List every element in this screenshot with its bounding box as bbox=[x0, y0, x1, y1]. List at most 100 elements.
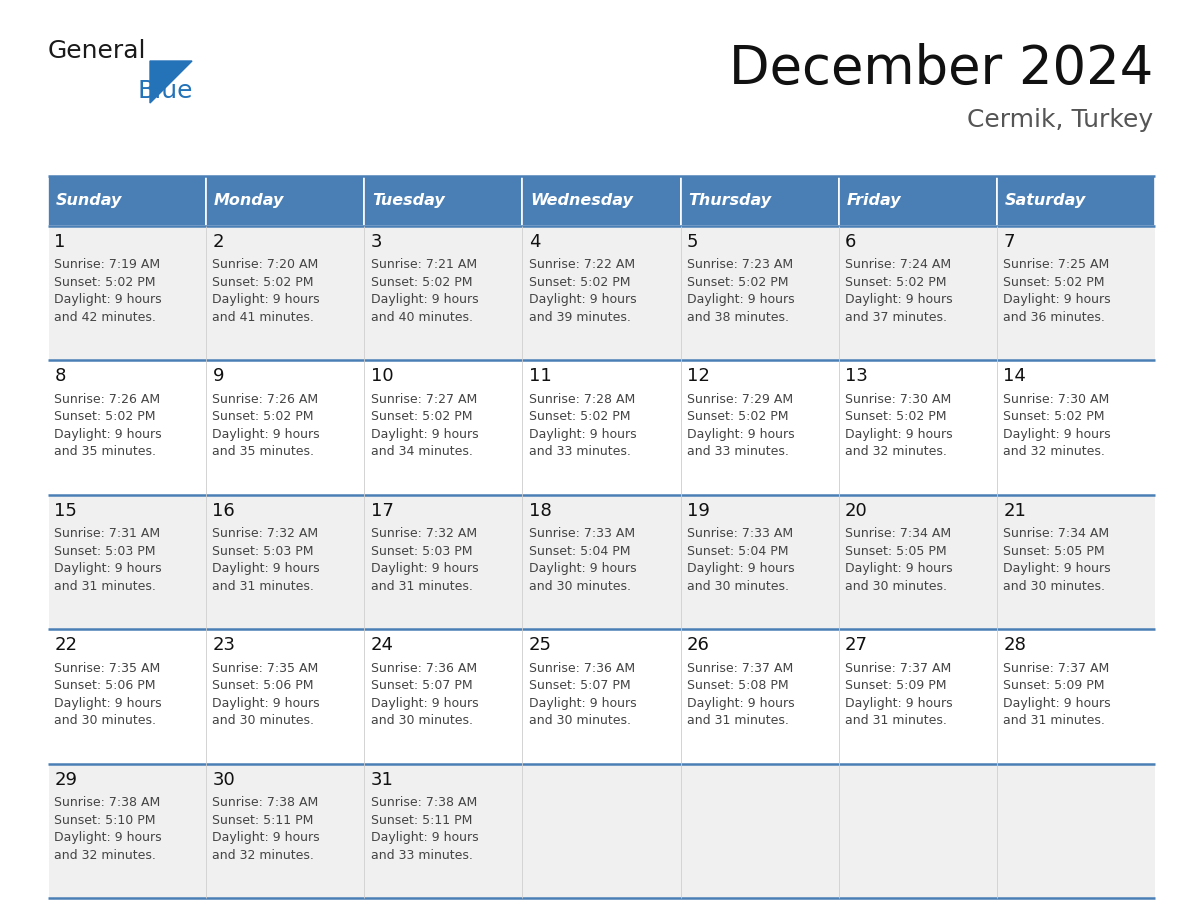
Text: Sunset: 5:04 PM: Sunset: 5:04 PM bbox=[529, 544, 631, 558]
Bar bbox=[48, 226, 207, 361]
Bar bbox=[523, 361, 681, 495]
Text: 6: 6 bbox=[845, 233, 857, 251]
Text: Friday: Friday bbox=[847, 194, 902, 208]
Text: 20: 20 bbox=[845, 502, 867, 520]
Text: 5: 5 bbox=[687, 233, 699, 251]
Text: and 30 minutes.: and 30 minutes. bbox=[845, 580, 947, 593]
Bar bbox=[997, 495, 1155, 629]
Text: and 30 minutes.: and 30 minutes. bbox=[529, 714, 631, 727]
Text: General: General bbox=[48, 39, 146, 63]
Text: and 31 minutes.: and 31 minutes. bbox=[687, 714, 789, 727]
Text: Sunrise: 7:30 AM: Sunrise: 7:30 AM bbox=[845, 393, 952, 406]
Polygon shape bbox=[150, 61, 192, 103]
Text: and 33 minutes.: and 33 minutes. bbox=[529, 445, 631, 458]
Text: and 34 minutes.: and 34 minutes. bbox=[371, 445, 473, 458]
Text: 25: 25 bbox=[529, 636, 551, 655]
Text: 8: 8 bbox=[55, 367, 65, 386]
Text: 29: 29 bbox=[55, 770, 77, 789]
Text: 17: 17 bbox=[371, 502, 393, 520]
Text: December 2024: December 2024 bbox=[728, 43, 1154, 95]
Text: Sunset: 5:02 PM: Sunset: 5:02 PM bbox=[371, 410, 472, 423]
Text: and 35 minutes.: and 35 minutes. bbox=[55, 445, 157, 458]
Text: Daylight: 9 hours: Daylight: 9 hours bbox=[845, 428, 953, 441]
Bar bbox=[523, 764, 681, 898]
Text: and 37 minutes.: and 37 minutes. bbox=[845, 311, 947, 324]
Text: Daylight: 9 hours: Daylight: 9 hours bbox=[55, 831, 162, 844]
Text: Sunset: 5:07 PM: Sunset: 5:07 PM bbox=[371, 679, 473, 692]
Text: and 32 minutes.: and 32 minutes. bbox=[213, 848, 315, 862]
Text: 22: 22 bbox=[55, 636, 77, 655]
Text: 10: 10 bbox=[371, 367, 393, 386]
Text: and 32 minutes.: and 32 minutes. bbox=[1003, 445, 1105, 458]
Text: Sunset: 5:02 PM: Sunset: 5:02 PM bbox=[371, 276, 472, 289]
Text: Daylight: 9 hours: Daylight: 9 hours bbox=[687, 563, 795, 576]
Bar bbox=[523, 226, 681, 361]
Bar bbox=[365, 361, 523, 495]
Text: 9: 9 bbox=[213, 367, 225, 386]
Text: and 32 minutes.: and 32 minutes. bbox=[845, 445, 947, 458]
Text: Daylight: 9 hours: Daylight: 9 hours bbox=[213, 428, 320, 441]
Text: Daylight: 9 hours: Daylight: 9 hours bbox=[371, 831, 479, 844]
Text: Tuesday: Tuesday bbox=[372, 194, 446, 208]
Text: Sunrise: 7:36 AM: Sunrise: 7:36 AM bbox=[371, 662, 476, 675]
Text: Daylight: 9 hours: Daylight: 9 hours bbox=[1003, 697, 1111, 710]
Text: and 35 minutes.: and 35 minutes. bbox=[213, 445, 315, 458]
Text: Sunrise: 7:21 AM: Sunrise: 7:21 AM bbox=[371, 259, 476, 272]
Text: Sunset: 5:02 PM: Sunset: 5:02 PM bbox=[213, 276, 314, 289]
Text: Sunrise: 7:28 AM: Sunrise: 7:28 AM bbox=[529, 393, 636, 406]
Text: Daylight: 9 hours: Daylight: 9 hours bbox=[371, 697, 479, 710]
Text: 26: 26 bbox=[687, 636, 709, 655]
Text: Daylight: 9 hours: Daylight: 9 hours bbox=[55, 697, 162, 710]
Text: and 30 minutes.: and 30 minutes. bbox=[371, 714, 473, 727]
Text: 11: 11 bbox=[529, 367, 551, 386]
Text: Daylight: 9 hours: Daylight: 9 hours bbox=[1003, 428, 1111, 441]
Bar bbox=[207, 764, 365, 898]
Text: Sunrise: 7:30 AM: Sunrise: 7:30 AM bbox=[1003, 393, 1110, 406]
Text: Sunrise: 7:35 AM: Sunrise: 7:35 AM bbox=[213, 662, 318, 675]
Text: Sunset: 5:02 PM: Sunset: 5:02 PM bbox=[529, 410, 631, 423]
Text: 31: 31 bbox=[371, 770, 393, 789]
Text: Daylight: 9 hours: Daylight: 9 hours bbox=[687, 697, 795, 710]
Text: Daylight: 9 hours: Daylight: 9 hours bbox=[371, 294, 479, 307]
Bar bbox=[839, 176, 997, 226]
Text: Daylight: 9 hours: Daylight: 9 hours bbox=[529, 697, 637, 710]
Text: and 32 minutes.: and 32 minutes. bbox=[55, 848, 156, 862]
Text: 4: 4 bbox=[529, 233, 541, 251]
Bar bbox=[997, 226, 1155, 361]
Text: Sunset: 5:04 PM: Sunset: 5:04 PM bbox=[687, 544, 789, 558]
Text: and 38 minutes.: and 38 minutes. bbox=[687, 311, 789, 324]
Text: Daylight: 9 hours: Daylight: 9 hours bbox=[1003, 563, 1111, 576]
Text: Daylight: 9 hours: Daylight: 9 hours bbox=[687, 428, 795, 441]
Text: Daylight: 9 hours: Daylight: 9 hours bbox=[213, 831, 320, 844]
Text: Wednesday: Wednesday bbox=[530, 194, 633, 208]
Text: Sunset: 5:02 PM: Sunset: 5:02 PM bbox=[55, 410, 156, 423]
Bar bbox=[48, 361, 207, 495]
Text: and 42 minutes.: and 42 minutes. bbox=[55, 311, 156, 324]
Text: Sunset: 5:02 PM: Sunset: 5:02 PM bbox=[845, 276, 947, 289]
Text: 21: 21 bbox=[1003, 502, 1026, 520]
Text: Daylight: 9 hours: Daylight: 9 hours bbox=[371, 428, 479, 441]
Text: Sunrise: 7:38 AM: Sunrise: 7:38 AM bbox=[55, 796, 160, 809]
Text: and 33 minutes.: and 33 minutes. bbox=[687, 445, 789, 458]
Text: Sunset: 5:05 PM: Sunset: 5:05 PM bbox=[845, 544, 947, 558]
Text: 23: 23 bbox=[213, 636, 235, 655]
Bar bbox=[839, 764, 997, 898]
Bar bbox=[365, 176, 523, 226]
Text: 7: 7 bbox=[1003, 233, 1015, 251]
Text: Sunrise: 7:37 AM: Sunrise: 7:37 AM bbox=[845, 662, 952, 675]
Text: Sunrise: 7:29 AM: Sunrise: 7:29 AM bbox=[687, 393, 794, 406]
Bar bbox=[997, 176, 1155, 226]
Text: Sunrise: 7:33 AM: Sunrise: 7:33 AM bbox=[529, 527, 634, 541]
Text: Daylight: 9 hours: Daylight: 9 hours bbox=[213, 294, 320, 307]
Text: Daylight: 9 hours: Daylight: 9 hours bbox=[845, 563, 953, 576]
Text: Sunrise: 7:23 AM: Sunrise: 7:23 AM bbox=[687, 259, 794, 272]
Text: Sunset: 5:11 PM: Sunset: 5:11 PM bbox=[213, 813, 314, 826]
Text: Sunrise: 7:32 AM: Sunrise: 7:32 AM bbox=[371, 527, 476, 541]
Bar bbox=[839, 226, 997, 361]
Text: Sunrise: 7:37 AM: Sunrise: 7:37 AM bbox=[687, 662, 794, 675]
Bar bbox=[48, 764, 207, 898]
Text: Sunset: 5:05 PM: Sunset: 5:05 PM bbox=[1003, 544, 1105, 558]
Text: Sunset: 5:06 PM: Sunset: 5:06 PM bbox=[213, 679, 314, 692]
Text: Sunset: 5:07 PM: Sunset: 5:07 PM bbox=[529, 679, 631, 692]
Text: Daylight: 9 hours: Daylight: 9 hours bbox=[371, 563, 479, 576]
